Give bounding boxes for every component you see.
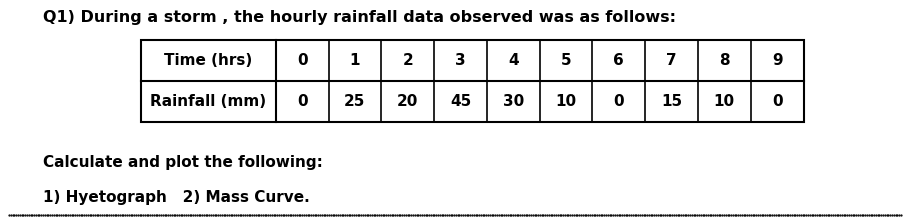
Text: 3: 3 (455, 53, 466, 68)
Text: 15: 15 (661, 94, 682, 109)
Text: 45: 45 (450, 94, 471, 109)
Text: 2: 2 (402, 53, 413, 68)
Text: 20: 20 (397, 94, 419, 109)
Text: 5: 5 (561, 53, 571, 68)
Text: Calculate and plot the following:: Calculate and plot the following: (43, 155, 323, 170)
Text: 4: 4 (508, 53, 519, 68)
Text: 1) Hyetograph   2) Mass Curve.: 1) Hyetograph 2) Mass Curve. (43, 190, 309, 205)
Text: 10: 10 (555, 94, 577, 109)
Text: 7: 7 (666, 53, 677, 68)
Text: 1: 1 (349, 53, 360, 68)
Text: Time (hrs): Time (hrs) (165, 53, 252, 68)
Text: Rainfall (mm): Rainfall (mm) (150, 94, 267, 109)
Text: 30: 30 (502, 94, 524, 109)
Text: 0: 0 (297, 53, 308, 68)
Text: 10: 10 (713, 94, 735, 109)
Text: 9: 9 (772, 53, 783, 68)
Text: Q1) During a storm , the hourly rainfall data observed was as follows:: Q1) During a storm , the hourly rainfall… (43, 10, 676, 25)
Text: 0: 0 (297, 94, 308, 109)
Text: 0: 0 (613, 94, 624, 109)
Text: 8: 8 (719, 53, 730, 68)
Bar (141, 40, 804, 122)
Text: 25: 25 (344, 94, 366, 109)
Text: 0: 0 (772, 94, 783, 109)
Text: 6: 6 (613, 53, 624, 68)
